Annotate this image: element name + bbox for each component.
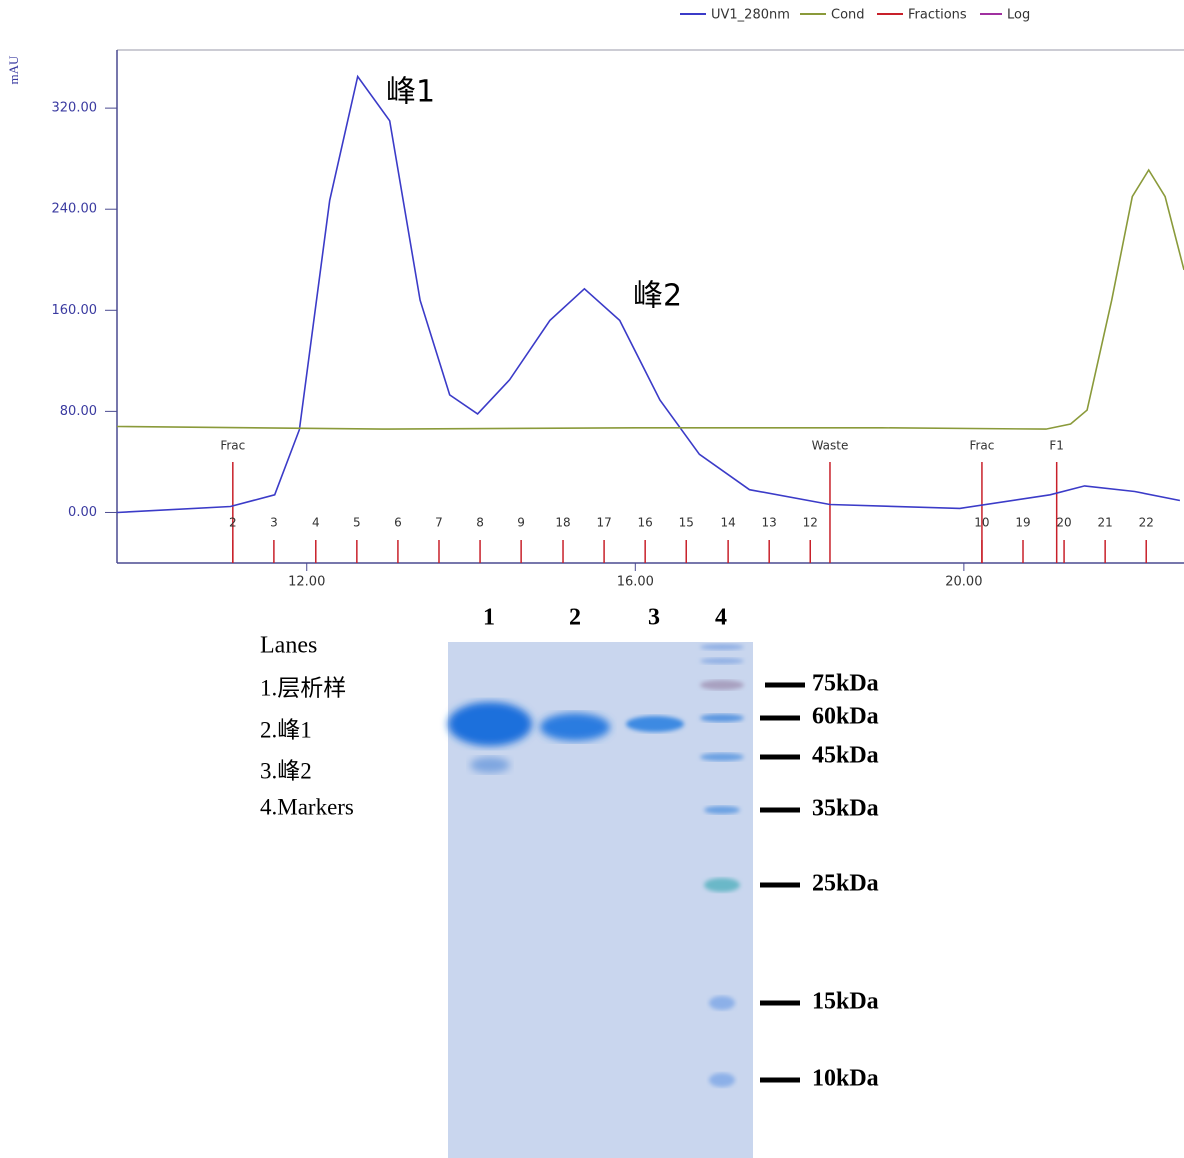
marker-band [700,644,744,650]
x-tick-label: 20.00 [945,575,982,590]
fraction-label: 2 [229,516,237,530]
fraction-label: 17 [596,516,611,530]
fraction-label: 12 [803,516,818,530]
y-tick-label: 80.00 [60,404,97,419]
marker-label: 15kDa [812,989,879,1015]
series-line [117,74,1181,514]
lane-number: 2 [569,605,581,631]
x-tick-label: 16.00 [617,575,654,590]
lane-number: 3 [648,605,660,631]
band [448,702,532,746]
fraction-label: 18 [555,516,570,530]
fraction-label: 8 [476,516,484,530]
marker-label: 60kDa [812,704,879,730]
y-axis-label: mAU [6,55,21,85]
band [470,757,510,773]
fraction-label: 20 [1056,516,1071,530]
lane-legend: 1.层析样 [260,675,346,700]
fraction-label: 19 [1015,516,1030,530]
marker-band [709,996,735,1010]
fraction-label: 16 [638,516,653,530]
fraction-label: 5 [353,516,361,530]
gel-figure [448,642,753,1158]
fraction-label: 9 [517,516,525,530]
y-tick-label: 320.00 [52,101,98,116]
marker-band [704,878,740,892]
legend-label: Fractions [908,8,967,23]
lanes-title: Lanes [260,633,317,659]
annotation: 峰2 [633,279,682,314]
event-label: F1 [1049,439,1064,453]
fraction-label: 3 [270,516,278,530]
fraction-label: 10 [974,516,989,530]
fraction-label: 22 [1139,516,1154,530]
marker-label: 75kDa [812,671,879,697]
fraction-label: 21 [1098,516,1113,530]
event-label: Waste [812,439,849,453]
lane-number: 1 [483,605,495,631]
marker-label: 25kDa [812,871,879,897]
legend-label: Cond [831,8,865,23]
fraction-label: 15 [679,516,694,530]
fraction-label: 7 [435,516,443,530]
event-label: Frac [220,439,245,453]
event-label: Frac [969,439,994,453]
lane-legend: 3.峰2 [260,758,312,783]
marker-band [700,658,744,664]
marker-label: 35kDa [812,796,879,822]
y-tick-label: 240.00 [52,202,98,217]
legend-label: UV1_280nm [711,8,790,23]
y-tick-label: 0.00 [68,505,97,520]
legend-label: Log [1007,8,1030,23]
fraction-label: 13 [762,516,777,530]
lane-legend: 4.Markers [260,794,354,819]
fraction-label: 4 [312,516,320,530]
fraction-label: 14 [720,516,735,530]
marker-label: 10kDa [812,1066,879,1092]
marker-band [700,753,744,761]
chromatogram: mAU [6,49,1184,564]
lane-legend: 2.峰1 [260,717,312,742]
marker-band [700,714,744,722]
gel-bands [448,644,744,1087]
plot-area [117,74,1184,563]
band [540,713,610,741]
x-tick-label: 12.00 [288,575,325,590]
lane-number: 4 [715,605,727,631]
band [626,716,684,732]
fraction-label: 6 [394,516,402,530]
marker-band [700,680,744,690]
y-tick-label: 160.00 [52,303,98,318]
marker-band [704,806,740,814]
marker-band [709,1073,735,1087]
series-line [117,168,1184,430]
marker-label: 45kDa [812,743,879,769]
annotation: 峰1 [386,75,435,110]
